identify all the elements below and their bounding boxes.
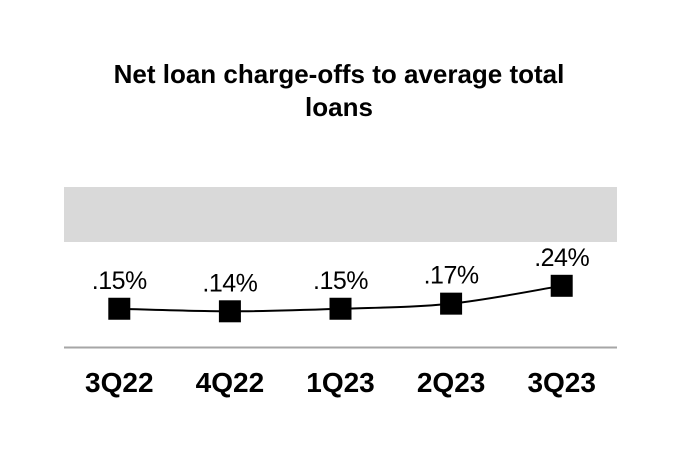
data-point-value-label: .24% [534,244,589,272]
data-point-value-label: .15% [92,267,147,295]
data-point-marker [218,300,241,323]
data-point-marker [108,297,131,320]
data-point-value-label: .15% [313,267,368,295]
x-axis-label: 2Q23 [417,367,486,398]
data-point-marker [440,292,463,315]
x-axis-label: 4Q22 [196,367,265,398]
x-axis-label: 3Q23 [527,367,596,398]
data-point-value-label: .14% [202,269,257,297]
chart-title: Net loan charge-offs to average total lo… [113,59,565,122]
x-axis-label: 1Q23 [306,367,375,398]
x-axis-label: 3Q22 [85,367,154,398]
data-point-marker [550,274,573,297]
data-point-value-label: .17% [424,262,479,290]
highlight-band [64,187,617,242]
data-point-marker [329,297,352,320]
